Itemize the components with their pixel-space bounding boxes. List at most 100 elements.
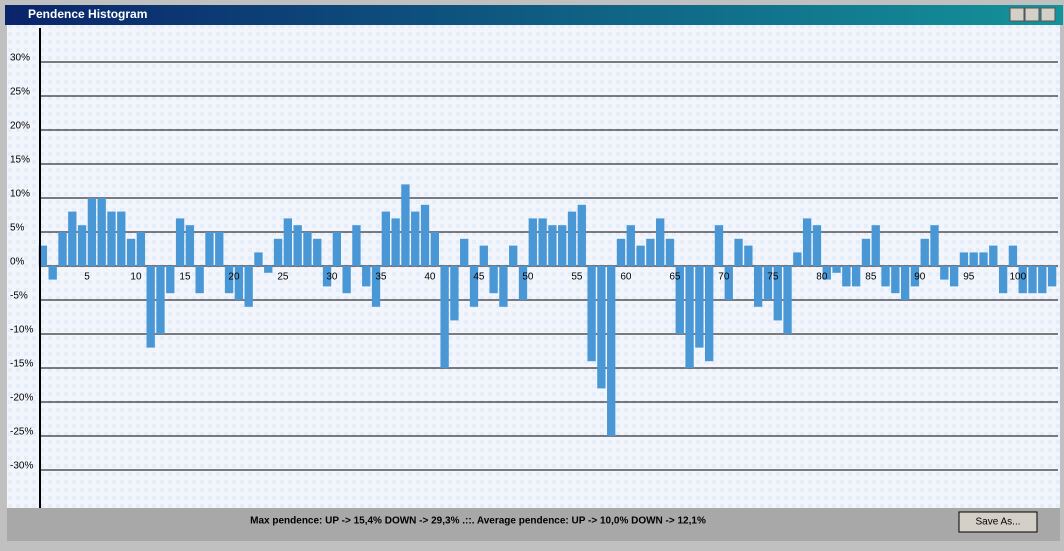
y-tick-label: 25% (10, 87, 30, 98)
bar (430, 232, 439, 266)
bar (107, 211, 116, 266)
bar (381, 211, 390, 266)
y-tick-label: -10% (10, 325, 33, 336)
bar (264, 266, 273, 273)
bar (38, 245, 48, 266)
bar (479, 245, 488, 266)
bar (450, 266, 459, 321)
bar (283, 218, 293, 266)
bar (636, 245, 645, 266)
bar (1038, 266, 1047, 294)
bar (322, 266, 332, 287)
bar (871, 225, 880, 266)
bar (146, 266, 155, 348)
bar (900, 266, 910, 300)
bar (910, 266, 920, 287)
bar (793, 252, 802, 266)
bar (313, 238, 322, 266)
bar (58, 232, 67, 266)
bar (558, 225, 567, 266)
bar (469, 266, 479, 307)
x-tick-label: 30 (326, 272, 338, 283)
y-tick-label: -20% (10, 393, 33, 404)
x-tick-label: 95 (963, 272, 975, 283)
save-button-label[interactable]: Save As... (975, 517, 1020, 528)
x-tick-label: 40 (424, 272, 436, 283)
window-title: Pendence Histogram (28, 7, 147, 21)
bar (724, 266, 733, 300)
bar (362, 266, 371, 287)
maximize-button[interactable] (1024, 7, 1040, 22)
bar (626, 225, 635, 266)
bar (342, 266, 351, 294)
bar (734, 238, 743, 266)
bar (420, 204, 430, 266)
bar (175, 218, 185, 266)
bar (577, 204, 586, 266)
x-tick-label: 50 (522, 272, 534, 283)
bar (195, 266, 204, 294)
bar (224, 266, 234, 294)
x-tick-label: 45 (473, 272, 485, 283)
bar (969, 252, 978, 266)
bar (234, 266, 244, 300)
bar (185, 225, 195, 266)
bar (763, 266, 773, 300)
bar (675, 266, 684, 334)
bar (1008, 245, 1018, 266)
bar (940, 266, 949, 280)
y-tick-label: -25% (10, 427, 33, 438)
x-tick-label: 10 (130, 272, 142, 283)
x-tick-label: 20 (228, 272, 240, 283)
bar (920, 238, 929, 266)
bar (77, 225, 87, 266)
bar (509, 245, 518, 266)
bar (822, 266, 831, 280)
footer-text: Max pendence: UP -> 15,4% DOWN -> 29,3% … (250, 516, 706, 527)
bar (773, 266, 782, 321)
bar (607, 266, 616, 436)
title-bar (5, 5, 1063, 25)
bar (998, 266, 1008, 294)
y-tick-label: 10% (10, 189, 30, 200)
bar (411, 211, 420, 266)
x-tick-label: 60 (620, 272, 632, 283)
y-tick-label: 30% (10, 53, 30, 64)
bar (656, 218, 665, 266)
bar (1047, 266, 1057, 287)
bar (665, 238, 675, 266)
bar (254, 252, 263, 266)
bar (753, 266, 763, 307)
bar (832, 266, 841, 273)
bar (156, 266, 165, 334)
bar (352, 225, 361, 266)
bar (714, 225, 724, 266)
save-button[interactable] (958, 511, 1038, 533)
bar (332, 232, 342, 266)
bar (646, 238, 655, 266)
histogram: -30% -25% -20% -15% -10% -5% 0% 5% 10% 15% 20% 25% 3… (10, 28, 1058, 508)
minimize-button[interactable] (1009, 7, 1025, 22)
footer-bar (7, 508, 1060, 541)
x-tick-label: 100 (1009, 272, 1026, 283)
bar (548, 225, 557, 266)
x-tick-label: 90 (914, 272, 926, 283)
x-tick-label: 15 (179, 272, 191, 283)
bar (842, 266, 851, 287)
x-tick-label: 70 (718, 272, 730, 283)
bar (695, 266, 704, 348)
bar (685, 266, 694, 368)
x-tick-label: 85 (865, 272, 877, 283)
close-button[interactable] (1040, 7, 1056, 22)
bar (528, 218, 537, 266)
x-tick-label: 35 (375, 272, 387, 283)
y-tick-label: -5% (10, 291, 28, 302)
bar (205, 232, 214, 266)
bar (518, 266, 528, 300)
bar (959, 252, 969, 266)
bar (783, 266, 792, 334)
bar (273, 238, 283, 266)
bar (489, 266, 498, 294)
bar (87, 198, 97, 266)
